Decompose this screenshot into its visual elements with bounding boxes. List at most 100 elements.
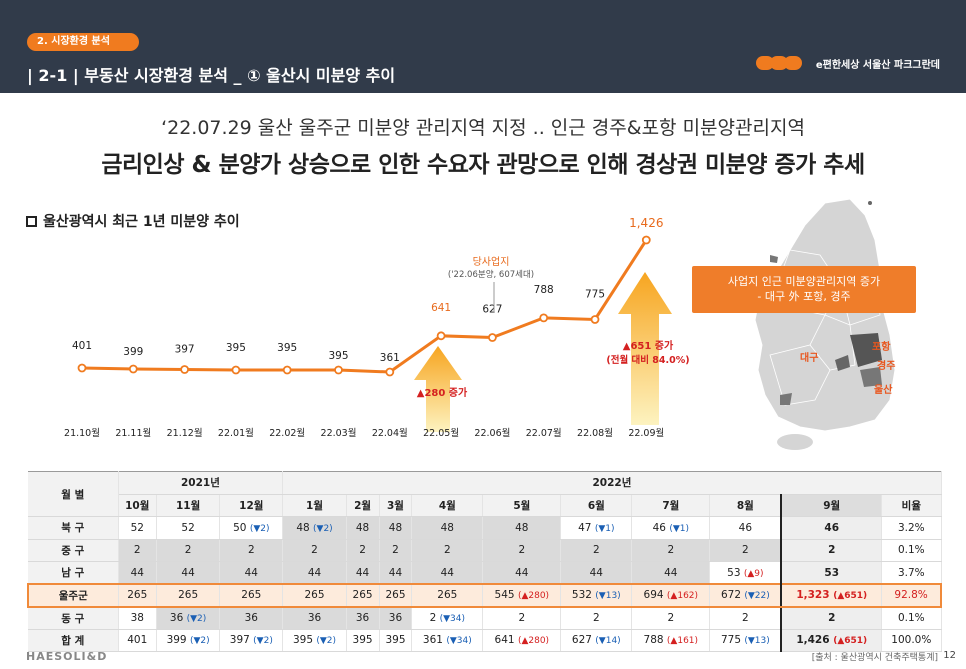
x-tick-label: 22.04월 — [372, 427, 408, 439]
month-header: 1월 — [282, 493, 347, 517]
vacancy-table: 월 별 2021년 2022년 10월 11월 12월 1월 2월 3월 4월 5월 6월 7월 8… — [27, 471, 943, 652]
table-cell: 395 (▼2) — [282, 629, 347, 652]
table-cell: 53 — [780, 561, 883, 585]
chart-title: 울산광역시 최근 1년 미분양 추이 — [26, 211, 240, 231]
table-cell: 2 — [709, 539, 782, 562]
row-header: 북 구 — [28, 516, 119, 540]
map-label-gyeongju: 경주 — [877, 361, 896, 372]
data-label: 401 — [72, 340, 92, 352]
increase-arrow-sep-icon — [618, 272, 672, 425]
table-cell: 1,426 (▲651) — [780, 629, 883, 652]
month-header: 12월 — [219, 493, 284, 517]
table-row: 동 구 38 36 (▼2) 36 36 36 36 2 (▼34) 2 2 2 2 2 0.1% — [28, 606, 942, 630]
table-row: 남 구 44 44 44 44 44 44 44 44 44 44 53 (▲9) 53 3.7% — [28, 561, 942, 585]
x-tick-label: 22.01월 — [218, 427, 254, 439]
table-cell: 788 (▲161) — [631, 629, 711, 652]
increase-label-may: ▲280 증가 — [417, 386, 468, 399]
table-cell: 92.8% — [881, 583, 943, 608]
table-cell: 672 (▼22) — [709, 583, 782, 608]
brand: e편한세상 서울산 파크그란데 — [755, 52, 940, 74]
table-cell: 265 — [219, 583, 284, 608]
subtitle-line1: ‘22.07.29 울산 울주군 미분양 관리지역 지정 .. 인근 경주&포항… — [161, 117, 805, 139]
month-header: 10월 — [118, 493, 157, 517]
data-point — [590, 315, 600, 324]
checkbox-square-icon — [26, 215, 37, 227]
table-cell: 44 — [482, 561, 562, 585]
table-row: 북 구 52 52 50 (▼2) 48 (▼2) 48 48 48 48 47 (▼1) 46 (… — [28, 516, 942, 540]
site-annotation-detail: ('22.06분양, 607세대) — [448, 269, 534, 280]
table-cell: 0.1% — [881, 539, 942, 562]
data-label: 395 — [277, 342, 297, 354]
table-cell: 44 — [379, 561, 413, 585]
table-cell: 44 — [346, 561, 380, 585]
x-tick-label: 21.11월 — [115, 427, 151, 439]
chart-title-text: 울산광역시 최근 1년 미분양 추이 — [43, 214, 240, 230]
data-point — [539, 313, 549, 323]
data-label: 1,426 — [629, 216, 663, 230]
series-line — [81, 239, 648, 374]
row-header: 남 구 — [28, 561, 119, 585]
table-header-row: 월 별 2021년 2022년 — [28, 471, 942, 517]
table-cell: 1,323 (▲651) — [780, 583, 883, 608]
table-cell: 2 — [631, 606, 711, 630]
map-label-ulsan: 울산 — [874, 385, 893, 396]
company-logo: HAESOLI&D — [26, 650, 108, 663]
table-cell: 100.0% — [881, 629, 942, 652]
row-header: 울주군 — [27, 583, 119, 608]
section-tag: 2. 시장환경 분석 — [27, 33, 139, 51]
table-cell: 2 — [709, 606, 782, 630]
data-label: 788 — [534, 284, 554, 296]
table-cell: 44 — [560, 561, 633, 585]
map-label-pohang: 포항 — [872, 342, 891, 353]
data-label: 399 — [123, 346, 143, 358]
table-cell: 2 — [379, 539, 413, 562]
month-header: 8월 — [709, 493, 782, 517]
table-cell: 641 (▲280) — [482, 629, 562, 652]
increase-arrow-may-icon — [414, 346, 462, 432]
table-cell: 265 — [379, 583, 413, 608]
table-cell: 2 — [780, 606, 883, 630]
table-cell: 0.1% — [881, 606, 942, 630]
data-point — [641, 235, 651, 245]
data-point — [180, 365, 190, 374]
source-note: [출처 : 울산광역시 건축주택통계] — [811, 653, 938, 663]
month-header: 6월 — [560, 493, 633, 517]
table-cell: 627 (▼14) — [560, 629, 633, 652]
table-cell: 48 — [411, 516, 484, 540]
table-cell: 361 (▼34) — [411, 629, 484, 652]
table-cell: 2 — [346, 539, 380, 562]
table-cell: 44 — [631, 561, 711, 585]
table-cell: 48 — [346, 516, 380, 540]
data-label: 397 — [175, 344, 195, 356]
site-annotation-title: 당사업지 — [473, 255, 510, 268]
month-header: 9월 — [780, 493, 883, 517]
data-label: 395 — [328, 350, 348, 362]
data-point — [77, 363, 87, 373]
korea-map-icon — [754, 198, 896, 450]
table-cell: 401 — [118, 629, 157, 652]
table-cell: 265 — [411, 583, 484, 608]
table-cell: 2 (▼34) — [411, 606, 484, 630]
table-cell: 397 (▼2) — [219, 629, 284, 652]
map-callout: 사업지 인근 미분양관리지역 증가 - 대구 外 포항, 경주 — [692, 266, 916, 313]
brand-logo-icon — [755, 52, 808, 74]
table-month-row: 10월 11월 12월 1월 2월 3월 4월 5월 6월 7월 8월 9월 비율 — [28, 493, 942, 517]
table-cell: 2 — [282, 539, 347, 562]
table-cell: 38 — [118, 606, 157, 630]
table-cell: 36 — [282, 606, 347, 630]
table-cell: 2 — [118, 539, 157, 562]
table-cell: 53 (▲9) — [709, 561, 782, 585]
map-label-daegu: 대구 — [800, 353, 819, 364]
table-cell: 265 — [118, 583, 157, 608]
month-header: 4월 — [411, 493, 484, 517]
table-row: 합 계 401 399 (▼2) 397 (▼2) 395 (▼2) 395 395 361 … — [28, 629, 942, 652]
table-cell: 2 — [156, 539, 221, 562]
table-cell: 36 — [379, 606, 413, 630]
data-point — [231, 365, 241, 375]
data-label: 361 — [380, 352, 400, 364]
table-cell: 48 — [379, 516, 413, 540]
subtitle-line2: 금리인상 & 분양가 상승으로 인한 수요자 관망으로 인해 경상권 미분양 증… — [101, 152, 865, 178]
table-cell: 2 — [411, 539, 484, 562]
x-tick-label: 22.08월 — [577, 427, 613, 439]
year-2021-header: 2021년 — [118, 471, 284, 495]
